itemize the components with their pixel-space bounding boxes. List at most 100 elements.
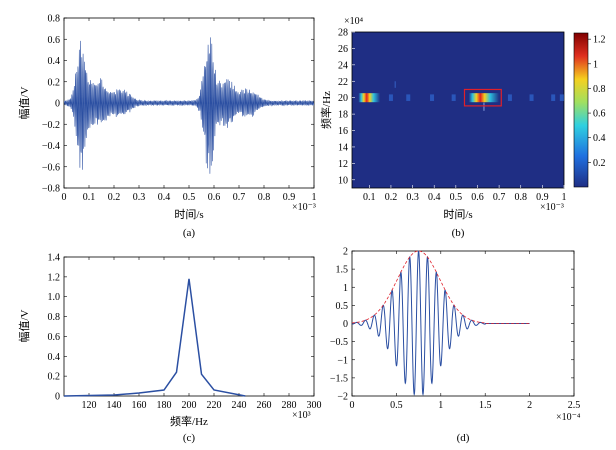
panel-c-caption: (c) — [183, 432, 196, 444]
heat-faint-mark — [388, 94, 393, 101]
panel-d-signal-line — [352, 250, 530, 397]
y-tick-label: −0.6 — [42, 162, 60, 173]
heat-faint-mark — [430, 94, 435, 101]
x-tick-label: 0.3 — [406, 192, 419, 203]
y-tick-label: 0.4 — [48, 56, 61, 67]
y-tick-label: 1 — [343, 283, 348, 294]
x-tick-label: 1 — [438, 400, 443, 411]
x-tick-label: 0.2 — [385, 192, 398, 203]
y-tick-label: −0.4 — [42, 141, 60, 152]
y-tick-label: −0.5 — [330, 337, 348, 348]
panel-b-ylabel: 频率/Hz — [319, 91, 333, 129]
x-tick-label: 0.4 — [428, 192, 441, 203]
panel-c-spectrum-line — [63, 278, 246, 397]
x-tick-label: 0.1 — [83, 192, 96, 203]
heat-faint-mark — [451, 94, 456, 101]
x-tick-label: 120 — [82, 400, 97, 411]
x-tick-label: 220 — [207, 400, 222, 411]
panel-b-xlabel: 时间/s — [443, 208, 472, 221]
x-tick-label: 2.5 — [568, 400, 581, 411]
colorbar-tick-label: 0.4 — [593, 133, 606, 144]
x-tick-label: 0.3 — [133, 192, 146, 203]
panel-a-signal-line — [64, 37, 314, 174]
x-tick-label: 0.4 — [158, 192, 171, 203]
panel-a-xlabel: 时间/s — [174, 208, 203, 221]
colorbar-ticks: 1.2 1 0.8 0.6 0.4 0.2 — [588, 35, 606, 169]
x-tick-label: 1 — [312, 192, 317, 203]
x-tick-label: 0.6 — [471, 192, 484, 203]
x-tick-label: 2 — [527, 400, 532, 411]
panel-c-ticks: 120 140 160 180 200 220 240 260 280 300 1.4 1.2 1.0 0… — [48, 253, 322, 412]
y-tick-label: 2 — [343, 247, 348, 258]
y-tick-label: 0.8 — [48, 312, 61, 323]
panel-a-x-multiplier: ×10⁻³ — [292, 202, 316, 213]
panel-d-envelope-line — [352, 250, 530, 324]
x-tick-label: 0.2 — [108, 192, 121, 203]
y-tick-label: 0.2 — [48, 77, 61, 88]
panel-a-ylabel: 幅值/V — [18, 86, 31, 119]
panel-a-caption: (a) — [183, 227, 196, 239]
panel-b-caption: (b) — [452, 227, 465, 239]
heat-faint-mark — [406, 94, 411, 101]
y-tick-label: 0.5 — [336, 301, 349, 312]
heat-band-segment — [358, 93, 381, 103]
x-tick-label: 0.8 — [258, 192, 271, 203]
panel-b-x-multiplier: ×10⁻³ — [540, 202, 564, 213]
panel-b-y-multiplier: ×10⁴ — [344, 16, 364, 27]
y-tick-label: 0 — [343, 319, 348, 330]
colorbar — [573, 32, 589, 188]
x-tick-label: 0.5 — [390, 400, 403, 411]
panel-c-ylabel: 幅值/V — [18, 309, 31, 342]
y-tick-label: 0 — [55, 99, 60, 110]
panel-d-caption: (d) — [457, 432, 470, 444]
x-tick-label: 240 — [232, 400, 247, 411]
x-tick-label: 280 — [282, 400, 297, 411]
y-tick-label: 14 — [338, 142, 348, 153]
y-tick-label: 0.6 — [48, 35, 61, 46]
panel-c-plot-area — [63, 256, 315, 397]
panel-b: 0.1 0.2 0.3 0.4 0.5 0.6 0.7 0.8 0.9 1 28 26 24 22 20 18… — [319, 16, 606, 239]
x-tick-label: 0.7 — [233, 192, 246, 203]
panel-d: 0 0.5 1 1.5 2 2.521.510.50−0.5−1−1.5−2 ×10⁻⁴ … — [330, 247, 581, 445]
colorbar-tick-label: 1 — [593, 59, 598, 70]
y-tick-label: −0.8 — [42, 184, 60, 195]
panel-d-x-multiplier: ×10⁻⁴ — [556, 412, 581, 423]
x-tick-label: 0.6 — [208, 192, 221, 203]
x-tick-label: 200 — [182, 400, 197, 411]
x-tick-label: 0.5 — [183, 192, 196, 203]
y-tick-label: 1.4 — [48, 253, 61, 264]
x-tick-label: 1.5 — [479, 400, 492, 411]
heat-band-segment — [468, 93, 500, 103]
y-tick-label: 26 — [338, 44, 348, 55]
heat-faint-mark — [529, 94, 534, 101]
y-tick-label: 1.0 — [48, 292, 61, 303]
x-tick-label: 0.9 — [536, 192, 549, 203]
x-tick-label: 300 — [307, 400, 322, 411]
y-tick-label: 1.5 — [336, 265, 349, 276]
y-tick-label: −1.5 — [330, 373, 348, 384]
y-tick-label: 18 — [338, 110, 348, 121]
x-tick-label: 0.8 — [514, 192, 527, 203]
panel-a-ticks: 0 0.1 0.2 0.3 0.4 0.5 0.6 0.7 0.8 0.9 1 0.8 0.6 0.4 0.… — [42, 14, 317, 204]
y-tick-label: 0 — [55, 392, 60, 403]
x-tick-label: 0.5 — [450, 192, 463, 203]
y-tick-label: 20 — [338, 93, 348, 104]
y-tick-label: 16 — [338, 126, 348, 137]
y-tick-label: 0.2 — [48, 372, 61, 383]
panel-a: 0 0.1 0.2 0.3 0.4 0.5 0.6 0.7 0.8 0.9 1 0.8 0.6 0.4 0.… — [18, 14, 317, 240]
x-tick-label: 0.9 — [283, 192, 296, 203]
panel-b-highlight-box — [463, 88, 502, 107]
y-tick-label: 24 — [338, 60, 348, 71]
y-tick-label: 22 — [338, 77, 348, 88]
colorbar-tick-label: 0.8 — [593, 84, 606, 95]
panel-c-x-multiplier: ×10³ — [292, 410, 311, 421]
x-tick-label: 0 — [62, 192, 67, 203]
panel-b-heat-marks — [358, 81, 564, 111]
x-tick-label: 1 — [562, 192, 567, 203]
colorbar-tick-label: 0.2 — [593, 158, 606, 169]
heat-faint-mark — [507, 94, 512, 101]
x-tick-label: 160 — [132, 400, 147, 411]
y-tick-label: −2 — [337, 392, 348, 403]
y-tick-label: −1 — [337, 355, 348, 366]
y-tick-label: 1.2 — [48, 272, 61, 283]
